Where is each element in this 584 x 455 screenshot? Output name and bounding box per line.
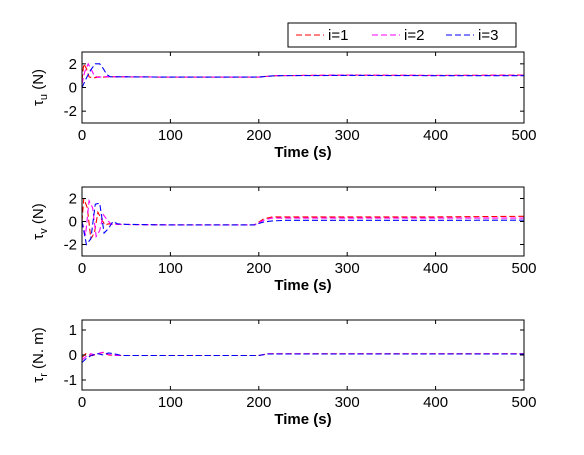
y-tick-label: 2 <box>69 56 77 73</box>
x-axis-label: Time (s) <box>274 144 331 161</box>
y-tick-label: 2 <box>69 191 77 208</box>
x-tick-label: 200 <box>246 127 271 144</box>
y-axis-label: τu (N) <box>30 69 50 106</box>
x-tick-label: 100 <box>158 394 183 411</box>
axes-frame <box>81 186 525 257</box>
legend-box <box>287 22 517 48</box>
axes-frame <box>81 319 525 391</box>
x-tick-label: 500 <box>511 394 536 411</box>
legend-label: i=1 <box>328 27 348 44</box>
x-tick-label: 300 <box>335 260 360 277</box>
x-tick-label: 500 <box>511 127 536 144</box>
x-tick-label: 0 <box>78 127 86 144</box>
y-axis-label: τv (N) <box>30 203 50 239</box>
series-2-1 <box>82 198 524 241</box>
y-tick-label: 0 <box>69 80 77 97</box>
legend: i=1 i=2 i=3 <box>287 22 517 48</box>
y-tick-label: -1 <box>64 372 77 389</box>
series-2-3 <box>82 202 524 246</box>
y-tick-label: 0 <box>69 347 77 364</box>
x-tick-label: 100 <box>158 260 183 277</box>
y-tick-label: 0 <box>69 214 77 231</box>
x-tick-label: 400 <box>423 127 448 144</box>
x-tick-label: 0 <box>78 260 86 277</box>
x-tick-label: 500 <box>511 260 536 277</box>
x-tick-label: 100 <box>158 127 183 144</box>
series-2-2 <box>82 198 524 239</box>
series-3-3 <box>82 352 524 363</box>
y-tick-label: -2 <box>64 237 77 254</box>
x-axis-label: Time (s) <box>274 411 331 428</box>
series-1-1 <box>82 62 524 81</box>
x-tick-label: 0 <box>78 394 86 411</box>
series-3-2 <box>82 351 524 361</box>
y-tick-label: -2 <box>64 103 77 120</box>
x-tick-label: 400 <box>423 394 448 411</box>
x-tick-label: 200 <box>246 260 271 277</box>
legend-label: i=3 <box>478 27 498 44</box>
y-axis-label: τr (N. m) <box>30 327 50 382</box>
x-tick-label: 300 <box>335 127 360 144</box>
x-tick-label: 200 <box>246 394 271 411</box>
y-tick-label: 1 <box>69 322 77 339</box>
legend-label: i=2 <box>404 27 424 44</box>
series-1-3 <box>82 63 524 88</box>
x-tick-label: 300 <box>335 394 360 411</box>
x-tick-label: 400 <box>423 260 448 277</box>
series-1-2 <box>82 62 524 85</box>
x-axis-label: Time (s) <box>274 277 331 294</box>
axes-frame <box>81 51 525 124</box>
